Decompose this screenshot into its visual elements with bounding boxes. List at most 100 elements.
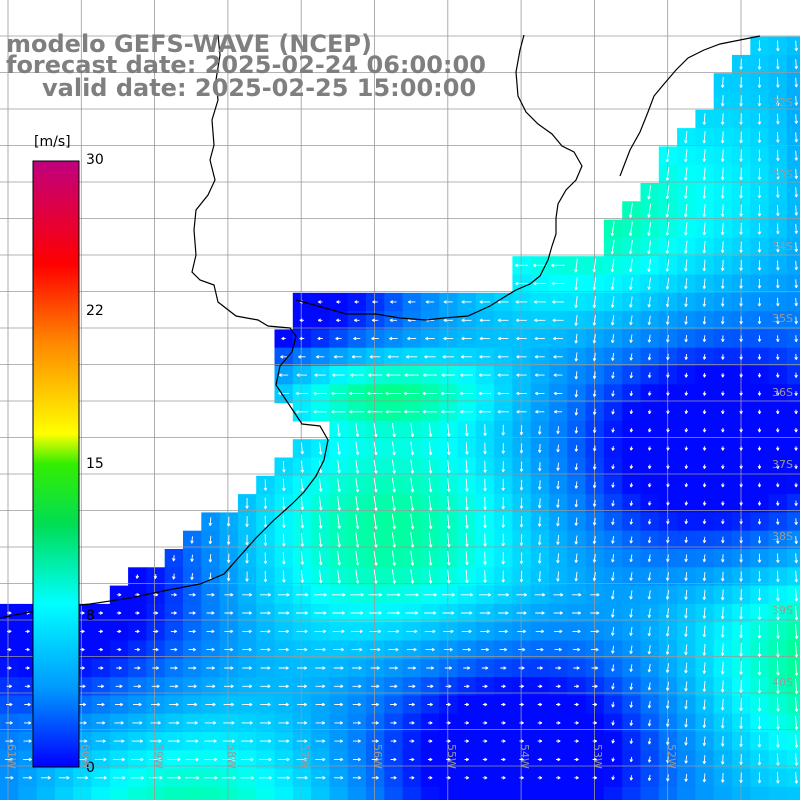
wind-arrow: [480, 629, 490, 634]
wind-arrow: [519, 497, 524, 509]
wind-cell: [786, 146, 800, 166]
wind-arrow: [610, 315, 615, 326]
wind-arrow: [296, 757, 308, 762]
wind-arrow: [519, 479, 524, 491]
wind-arrow: [424, 355, 436, 359]
wind-arrow: [446, 702, 451, 707]
wind-cell: [786, 366, 800, 385]
wind-arrow: [497, 300, 509, 304]
wind-arrow: [407, 336, 417, 341]
wind-arrow: [776, 316, 780, 325]
wind-arrow: [300, 460, 305, 473]
wind-arrow: [592, 463, 597, 470]
wind-arrow: [187, 702, 198, 707]
wind-arrow: [665, 149, 670, 163]
wind-arrow: [296, 373, 308, 377]
wind-arrow: [611, 500, 615, 507]
wind-arrow: [757, 354, 762, 360]
wind-arrow: [611, 353, 615, 361]
wind-arrow: [684, 644, 688, 656]
wind-arrow: [739, 679, 743, 693]
wind-arrow: [116, 611, 122, 615]
wind-arrow: [556, 721, 561, 725]
wind-arrow: [245, 497, 249, 509]
wind-arrow: [574, 445, 579, 452]
wind-arrow: [574, 314, 578, 326]
wind-arrow: [611, 554, 615, 563]
wind-arrow: [300, 514, 305, 529]
wind-arrow: [647, 518, 652, 525]
wind-arrow: [794, 260, 799, 271]
wind-arrow: [776, 536, 780, 544]
wind-arrow: [410, 459, 415, 474]
wind-arrow: [739, 446, 743, 451]
wind-arrow: [776, 223, 780, 235]
wind-cell: [183, 786, 202, 800]
wind-arrow: [757, 571, 762, 582]
wind-arrow: [465, 569, 469, 584]
wind-cell: [36, 786, 56, 800]
wind-arrow: [720, 698, 725, 711]
wind-arrow: [776, 642, 780, 658]
wind-arrow: [518, 666, 525, 670]
wind-arrow: [556, 535, 560, 545]
wind-arrow: [776, 150, 780, 162]
wind-arrow: [757, 131, 762, 144]
wind-arrow: [665, 590, 670, 600]
wind-arrow: [501, 424, 505, 436]
wind-arrow: [592, 408, 597, 415]
wind-arrow: [629, 277, 633, 290]
wind-arrow: [317, 300, 323, 304]
wind-arrow: [684, 259, 688, 272]
wind-arrow: [315, 684, 326, 689]
wind-arrow: [389, 318, 397, 323]
wind-arrow: [590, 593, 600, 597]
wind-arrow: [332, 373, 345, 377]
wind-arrow: [776, 570, 780, 583]
wind-arrow: [537, 776, 543, 780]
wind-arrow: [702, 297, 707, 307]
wind-arrow: [537, 721, 543, 725]
lon-label: 58W: [225, 744, 238, 769]
wind-arrow: [610, 296, 615, 308]
wind-arrow: [263, 497, 268, 510]
wind-arrow: [720, 625, 725, 638]
wind-arrow: [628, 258, 633, 273]
wind-arrow: [355, 423, 360, 437]
wind-arrow: [6, 702, 13, 707]
wind-arrow: [647, 240, 652, 254]
lon-label: 57W: [298, 744, 311, 769]
wind-arrow: [574, 721, 579, 725]
wind-arrow: [242, 629, 252, 634]
wind-cell: [695, 786, 715, 800]
wind-arrow: [334, 739, 344, 743]
wind-arrow: [666, 554, 670, 563]
wind-arrow: [371, 702, 380, 707]
wind-arrow: [222, 739, 235, 743]
lat-label: 40S: [772, 676, 793, 689]
wind-arrow: [206, 647, 215, 652]
wind-arrow: [592, 277, 597, 291]
wind-arrow: [721, 501, 725, 506]
wind-arrow: [188, 611, 196, 615]
wind-arrow: [776, 113, 780, 125]
wind-arrow: [483, 551, 487, 565]
wind-arrow: [78, 702, 87, 707]
wind-arrow: [407, 647, 417, 652]
wind-cell: [457, 786, 477, 800]
wind-arrow: [647, 185, 652, 200]
wind-arrow: [794, 734, 799, 748]
wind-arrow: [259, 739, 272, 743]
wind-cell: [201, 786, 221, 800]
wind-arrow: [776, 241, 780, 253]
wind-arrow: [152, 647, 159, 652]
wind-arrow: [226, 535, 231, 545]
wind-arrow: [296, 611, 309, 615]
wind-arrow: [368, 611, 382, 615]
wind-arrow: [516, 410, 527, 414]
wind-arrow: [556, 444, 560, 453]
wind-arrow: [410, 423, 415, 438]
wind-arrow: [389, 666, 398, 670]
wind-arrow: [7, 629, 12, 634]
wind-arrow: [628, 221, 633, 237]
